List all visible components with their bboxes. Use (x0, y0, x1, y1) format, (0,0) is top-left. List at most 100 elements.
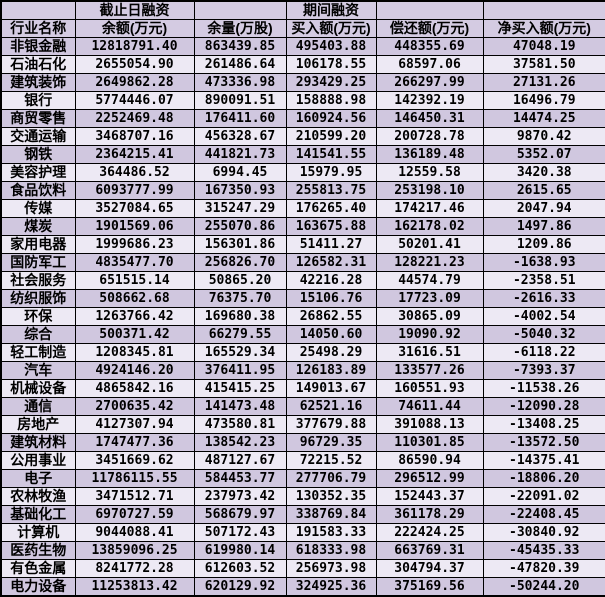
value-cell: 890091.51 (193, 91, 287, 110)
value-cell: 15979.95 (285, 163, 377, 182)
table-row[interactable]: 电力设备 11253813.42 620129.92 324925.36 375169.… (0, 577, 605, 597)
value-cell: 12818791.40 (74, 37, 195, 56)
value-cell: 174217.46 (375, 199, 484, 218)
value-cell: 146450.31 (375, 109, 484, 128)
value-cell: 277706.79 (285, 469, 377, 488)
column-header[interactable]: 净买入额(万元) (482, 19, 605, 38)
industry-name-cell: 汽车 (0, 361, 76, 380)
value-cell: -12090.28 (482, 397, 605, 416)
table-row[interactable]: 银行 5774446.07 890091.51 158888.98 142392.19 1… (0, 91, 605, 110)
table-row[interactable]: 公用事业 3451669.62 487127.67 72215.52 86590.94-… (0, 451, 605, 470)
value-cell: 163675.88 (285, 217, 377, 236)
table-row[interactable]: 电子 11786115.55 584453.77 277706.79 296512.99… (0, 469, 605, 488)
table-row[interactable]: 计算机 9044088.41 507172.43 191583.33 222424.25… (0, 523, 605, 542)
table-row[interactable]: 煤炭 1901569.06 255070.86 163675.88 162178.02 1… (0, 217, 605, 236)
column-header[interactable]: 偿还额(万元) (375, 19, 484, 38)
value-cell: 4865842.16 (74, 379, 195, 398)
table-row[interactable]: 房地产 4127307.94 473580.81 377679.88 391088.13… (0, 415, 605, 434)
table-row[interactable]: 机械设备 4865842.16 415415.25 149013.67 160551.9… (0, 379, 605, 398)
value-cell: -50244.20 (482, 577, 605, 597)
value-cell: 618333.98 (285, 541, 377, 560)
industry-name-cell: 有色金属 (0, 559, 76, 578)
column-header[interactable]: 买入额(万元) (285, 19, 377, 38)
table-row[interactable]: 建筑装饰 2649862.28 473336.98 293429.25 266297.9… (0, 73, 605, 92)
value-cell: 364486.52 (74, 163, 195, 182)
value-cell: 293429.25 (285, 73, 377, 92)
table-row[interactable]: 医药生物 13859096.25 619980.14 618333.98 663769.… (0, 541, 605, 560)
value-cell: 376411.95 (193, 361, 287, 380)
industry-name-cell: 石油石化 (0, 55, 76, 74)
industry-name-cell: 综合 (0, 325, 76, 344)
value-cell: -13572.50 (482, 433, 605, 452)
table-row[interactable]: 食品饮料 6093777.99 167350.93 255813.75 253198.1… (0, 181, 605, 200)
value-cell: 25498.29 (285, 343, 377, 362)
table-row[interactable]: 汽车 4924146.20 376411.95 126183.89 133577.26-… (0, 361, 605, 380)
industry-name-cell: 国防军工 (0, 253, 76, 272)
value-cell: -13408.25 (482, 415, 605, 434)
column-header[interactable]: 行业名称 (0, 19, 76, 38)
table-row[interactable]: 国防军工 4835477.70 256826.70 126582.31 128221.2… (0, 253, 605, 272)
table-row[interactable]: 交通运输 3468707.16 456328.67 210599.20 200728.7… (0, 127, 605, 146)
value-cell: -1638.93 (482, 253, 605, 272)
table-row[interactable]: 家用电器 1999686.23 156301.86 51411.27 50201.41 1… (0, 235, 605, 254)
value-cell: 473580.81 (193, 415, 287, 434)
value-cell: 16496.79 (482, 91, 605, 110)
value-cell: 110301.85 (375, 433, 484, 452)
value-cell: 128221.23 (375, 253, 484, 272)
table-row[interactable]: 建筑材料 1747477.36 138542.23 96729.35 110301.85… (0, 433, 605, 452)
table-row[interactable]: 轻工制造 1208345.81 165529.34 25498.29 31616.51-… (0, 343, 605, 362)
industry-name-cell: 商贸零售 (0, 109, 76, 128)
value-cell: -4002.54 (482, 307, 605, 326)
value-cell: 2615.65 (482, 181, 605, 200)
table-row[interactable]: 社会服务 651515.14 50865.20 42216.28 44574.79 -23… (0, 271, 605, 290)
value-cell: 361178.29 (375, 505, 484, 524)
value-cell: 256826.70 (193, 253, 287, 272)
value-cell: 156301.86 (193, 235, 287, 254)
header-group-cell: 截止日融资 (74, 0, 195, 20)
header-group-cell-empty (482, 0, 605, 20)
table-row[interactable]: 环保 1263766.42 169680.38 26862.55 30865.09 -40… (0, 307, 605, 326)
table-row[interactable]: 钢铁 2364215.41 441821.73 141541.55 136189.48 5… (0, 145, 605, 164)
industry-name-cell: 电力设备 (0, 577, 76, 597)
value-cell: -22091.02 (482, 487, 605, 506)
table-row[interactable]: 石油石化 2655054.90 261486.64 106178.55 68597.06… (0, 55, 605, 74)
industry-name-cell: 电子 (0, 469, 76, 488)
value-cell: 507172.43 (193, 523, 287, 542)
industry-name-cell: 银行 (0, 91, 76, 110)
value-cell: -7393.37 (482, 361, 605, 380)
value-cell: 2649862.28 (74, 73, 195, 92)
column-header[interactable]: 余额(万元) (74, 19, 195, 38)
table-row[interactable]: 纺织服饰 508662.68 76375.70 15106.76 17723.09 -26… (0, 289, 605, 308)
value-cell: 1747477.36 (74, 433, 195, 452)
industry-name-cell: 钢铁 (0, 145, 76, 164)
column-header[interactable]: 余量(万股) (193, 19, 287, 38)
table-row[interactable]: 通信 2700635.42 141473.48 62521.16 74611.44 -12… (0, 397, 605, 416)
value-cell: 255070.86 (193, 217, 287, 236)
table-row[interactable]: 农林牧渔 3471512.71 237973.42 130352.35 152443.3… (0, 487, 605, 506)
table-row[interactable]: 基础化工 6970727.59 568679.97 338769.84 361178.2… (0, 505, 605, 524)
value-cell: 26862.55 (285, 307, 377, 326)
industry-name-cell: 传媒 (0, 199, 76, 218)
value-cell: 863439.85 (193, 37, 287, 56)
value-cell: 375169.56 (375, 577, 484, 597)
header-group-cell-empty (0, 0, 76, 20)
value-cell: 74611.44 (375, 397, 484, 416)
value-cell: 568679.97 (193, 505, 287, 524)
table-row[interactable]: 有色金属 8241772.28 612603.52 256973.98 304794.3… (0, 559, 605, 578)
value-cell: 162178.02 (375, 217, 484, 236)
industry-name-cell: 社会服务 (0, 271, 76, 290)
industry-name-cell: 轻工制造 (0, 343, 76, 362)
table-row[interactable]: 商贸零售 2252469.48 176411.60 160924.56 146450.3… (0, 109, 605, 128)
value-cell: 1901569.06 (74, 217, 195, 236)
value-cell: 15106.76 (285, 289, 377, 308)
industry-name-cell: 通信 (0, 397, 76, 416)
table-row[interactable]: 传媒 3527084.65 315247.29 176265.40 174217.46 2… (0, 199, 605, 218)
value-cell: 86590.94 (375, 451, 484, 470)
table-row[interactable]: 综合 500371.42 66279.55 14050.60 19090.92 -5040… (0, 325, 605, 344)
table-row[interactable]: 非银金融 12818791.40 863439.85 495403.88 448355.… (0, 37, 605, 56)
value-cell: 473336.98 (193, 73, 287, 92)
header-group-cell-empty (193, 0, 287, 20)
table-row[interactable]: 美容护理 364486.52 6994.45 15979.95 12559.58 3420… (0, 163, 605, 182)
value-cell: 441821.73 (193, 145, 287, 164)
